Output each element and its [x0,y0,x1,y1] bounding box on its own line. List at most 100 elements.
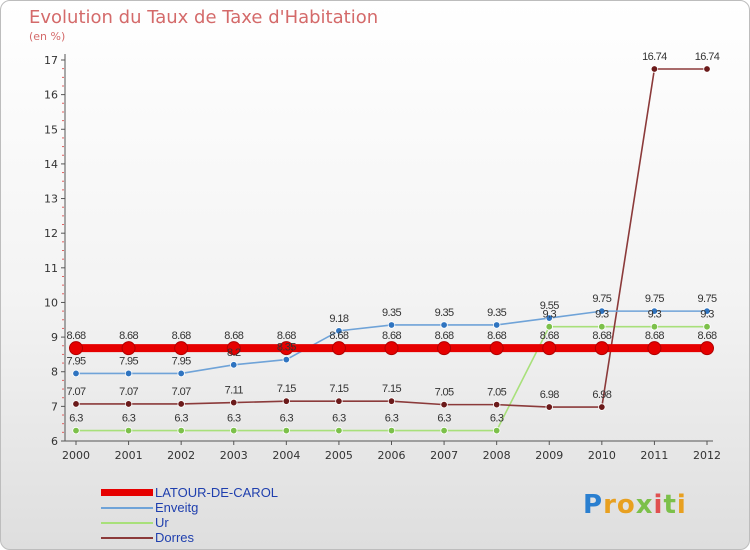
data-label-enveitg: 9.55 [540,300,559,312]
data-point-ur [282,426,291,435]
data-label-enveitg: 9.35 [382,307,401,319]
legend-swatch [101,489,153,496]
logo-letter: r [603,490,617,520]
data-label-ur: 9.3 [700,309,714,321]
data-label-ur: 6.3 [332,413,346,425]
data-point-latour-de-carol [121,341,136,356]
y-tick-label: 9 [51,331,58,344]
data-point-dorres [177,400,185,408]
data-point-dorres [545,403,553,411]
data-point-enveitg [598,307,606,315]
data-label-latour-de-carol: 8.68 [435,330,454,342]
data-point-ur [703,323,711,331]
data-label-latour-de-carol: 8.68 [592,330,611,342]
data-point-enveitg [650,307,659,315]
data-point-ur [177,426,185,435]
data-point-ur [492,426,501,435]
data-label-enveitg: 7.95 [119,355,138,367]
data-label-dorres: 7.07 [172,386,191,398]
x-tick-label: 2001 [115,449,143,462]
data-label-ur: 6.3 [437,413,451,425]
y-tick-label: 14 [44,158,58,171]
data-point-ur [545,323,553,331]
data-label-dorres: 7.15 [382,383,401,395]
data-label-dorres: 7.07 [119,386,138,398]
data-label-latour-de-carol: 8.68 [487,330,506,342]
legend-swatch [101,507,153,509]
data-point-enveitg [492,321,501,329]
logo-letter: i [653,490,664,520]
logo-letter: i [676,490,687,520]
data-point-enveitg [124,369,133,378]
y-tick-label: 17 [44,54,58,67]
data-point-dorres [335,397,343,405]
data-label-ur: 6.3 [227,413,241,425]
x-tick-label: 2006 [378,449,406,462]
data-point-dorres [440,400,448,409]
data-label-dorres: 6.98 [540,389,559,401]
x-tick-label: 2011 [640,449,668,462]
y-tick-label: 6 [51,435,58,448]
series-line-dorres [76,68,707,408]
data-point-latour-de-carol [700,341,714,356]
data-label-ur: 6.3 [490,413,504,425]
data-label-latour-de-carol: 8.68 [66,330,85,342]
data-point-dorres [230,398,238,407]
data-label-enveitg: 9.35 [435,307,454,319]
data-point-latour-de-carol [647,341,662,356]
data-label-ur: 6.3 [280,413,294,425]
data-label-dorres: 16.74 [695,51,720,63]
data-point-ur [230,426,238,435]
data-label-ur: 6.3 [122,413,136,425]
data-label-ur: 9.3 [543,309,557,321]
legend-label: Enveitg [155,500,199,515]
data-label-ur: 6.3 [385,413,399,425]
y-tick-label: 10 [44,296,58,309]
data-point-dorres [387,397,396,405]
data-label-dorres: 7.15 [277,383,296,395]
data-label-latour-de-carol: 8.68 [224,330,243,342]
x-tick-label: 2012 [693,449,721,462]
data-label-dorres: 6.98 [592,389,611,401]
data-label-latour-de-carol: 8.68 [277,330,296,342]
data-point-enveitg [282,355,291,364]
data-point-dorres [650,65,659,73]
data-point-ur [387,426,396,435]
x-tick-label: 2004 [272,449,300,462]
x-tick-label: 2000 [62,449,90,462]
data-point-ur [598,323,606,331]
data-point-latour-de-carol [489,341,504,356]
y-tick-label: 12 [44,227,58,240]
data-point-dorres [124,400,133,408]
data-point-dorres [703,65,711,73]
data-point-latour-de-carol [542,341,557,356]
legend-swatch [101,537,153,539]
y-tick-label: 8 [51,366,58,379]
data-point-enveitg [230,361,238,369]
logo-letter: P [583,490,604,520]
data-point-latour-de-carol [437,341,452,356]
data-label-enveitg: 8.35 [277,342,296,354]
data-label-dorres: 7.05 [435,387,454,399]
data-point-enveitg [387,321,396,329]
logo-letter: o [616,490,636,520]
x-tick-label: 2003 [220,449,248,462]
data-label-enveitg: 7.95 [66,355,85,367]
x-tick-label: 2010 [588,449,616,462]
data-label-dorres: 7.07 [66,386,85,398]
data-point-latour-de-carol [279,341,294,356]
data-label-latour-de-carol: 8.68 [119,330,138,342]
legend-label: LATOUR-DE-CAROL [155,485,279,500]
data-label-enveitg: 9.75 [645,293,664,305]
x-tick-label: 2002 [167,449,195,462]
data-label-latour-de-carol: 8.68 [697,330,716,342]
data-label-latour-de-carol: 8.68 [382,330,401,342]
data-point-latour-de-carol [384,341,399,356]
y-tick-label: 13 [44,193,58,206]
data-point-ur [335,426,343,435]
logo-letter: x [635,490,654,520]
data-label-enveitg: 9.18 [329,313,348,325]
data-label-enveitg: 7.95 [172,355,191,367]
